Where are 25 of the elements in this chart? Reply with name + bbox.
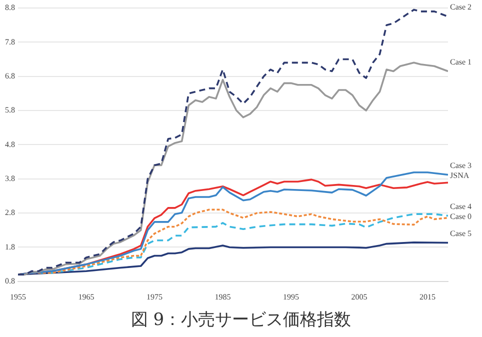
series-label: Case 2	[450, 2, 472, 12]
y-tick-label: 0.8	[5, 276, 15, 286]
series-label: Case 3	[450, 160, 472, 170]
x-tick-label: 1985	[214, 292, 231, 302]
x-tick-label: 1965	[78, 292, 94, 302]
x-tick-label: 1995	[283, 292, 300, 302]
x-tick-label: 1955	[10, 292, 26, 302]
series-label: Case 0	[450, 212, 472, 221]
x-tick-label: 1975	[146, 292, 163, 302]
y-tick-label: 8.8	[5, 3, 15, 12]
y-tick-label: 6.8	[5, 71, 15, 80]
line-series	[18, 8, 448, 276]
x-tick-label: 2005	[351, 292, 368, 302]
x-tick-label: 2015	[420, 292, 436, 302]
series-label: Case 4	[450, 202, 472, 211]
y-tick-label: 4.8	[5, 140, 15, 149]
text: 図 9：小売サービス価格指数	[130, 309, 352, 331]
y-tick-label: 2.8	[5, 208, 15, 218]
y-tick-label: 7.8	[5, 37, 15, 46]
series-label: Case 5	[450, 228, 472, 238]
series-label: JSNA	[450, 170, 470, 180]
series-label: Case 1	[450, 57, 472, 66]
y-tick-label: 1.8	[5, 242, 15, 252]
y-tick-label: 5.8	[5, 106, 15, 115]
y-tick-label: 3.8	[5, 174, 15, 183]
